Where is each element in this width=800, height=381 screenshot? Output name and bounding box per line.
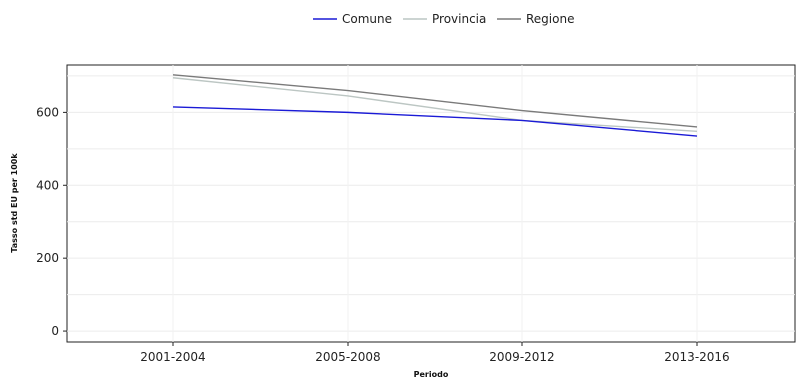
y-tick-label: 400 [36,178,59,192]
x-tick-label: 2009-2012 [489,350,554,364]
y-tick-label: 0 [51,324,59,338]
series-line-provincia [172,77,698,133]
y-tick-label: 600 [36,105,59,119]
y-axis: 0 200 400 600 [36,105,67,338]
legend-item-provincia: Provincia [403,12,486,26]
plot-panel [66,64,796,343]
legend-item-comune: Comune [313,12,392,26]
x-axis: 2001-2004 2005-2008 2009-2012 2013-2016 [140,342,730,364]
y-tick-label: 200 [36,251,59,265]
legend: Comune Provincia Regione [313,12,574,26]
x-tick-label: 2001-2004 [140,350,205,364]
x-tick-label: 2013-2016 [664,350,729,364]
legend-item-regione: Regione [497,12,574,26]
x-axis-title: Periodo [414,370,449,379]
legend-label: Regione [526,12,574,26]
legend-label: Provincia [432,12,486,26]
legend-label: Comune [342,12,392,26]
x-tick-label: 2005-2008 [315,350,380,364]
series-line-regione [172,74,698,128]
series-line-comune [172,106,698,137]
y-axis-title: Tasso std EU per 100k [10,153,19,253]
series-lines [172,74,698,137]
